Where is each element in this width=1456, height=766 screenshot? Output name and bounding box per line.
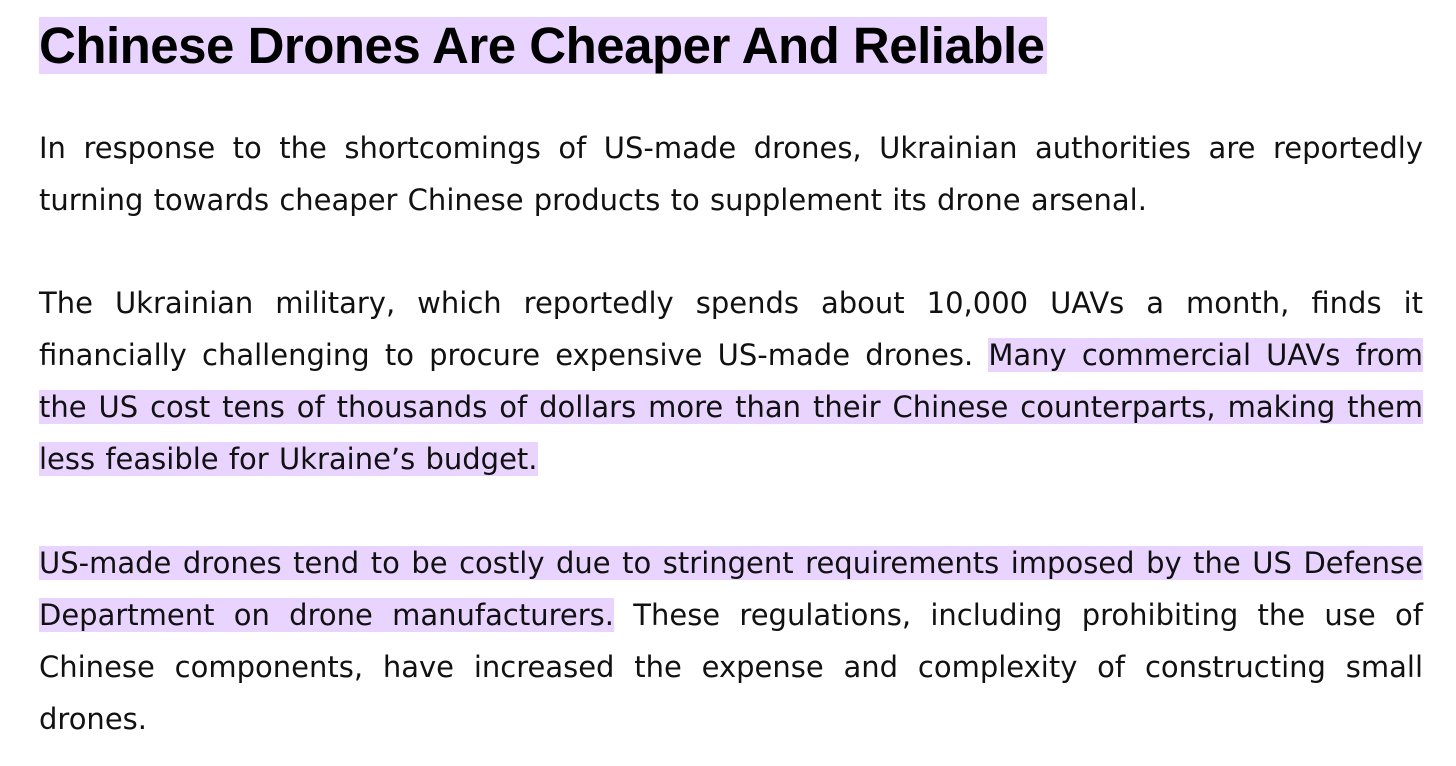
article-title: Chinese Drones Are Cheaper And Reliable — [39, 14, 1423, 78]
paragraph-2: The Ukrainian military, which reportedly… — [39, 277, 1423, 485]
paragraph-3-text: These regulations, including prohibiting… — [39, 598, 1423, 736]
paragraph-1: In response to the shortcomings of US-ma… — [39, 122, 1423, 226]
article: Chinese Drones Are Cheaper And Reliable … — [39, 14, 1423, 745]
paragraph-3: US-made drones tend to be costly due to … — [39, 537, 1423, 745]
title-highlight: Chinese Drones Are Cheaper And Reliable — [39, 17, 1047, 74]
paragraph-2-text: The Ukrainian military, which reportedly… — [39, 286, 1423, 372]
paragraph-1-text: In response to the shortcomings of US-ma… — [39, 131, 1423, 217]
